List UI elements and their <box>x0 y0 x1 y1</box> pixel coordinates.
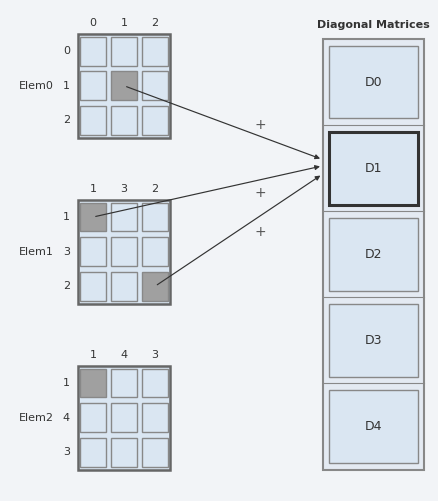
Bar <box>142 237 167 266</box>
Bar <box>80 202 106 231</box>
Text: 1: 1 <box>89 184 96 194</box>
Bar <box>142 403 167 432</box>
Text: 2: 2 <box>151 184 158 194</box>
Bar <box>80 403 106 432</box>
Text: Elem2: Elem2 <box>19 413 54 423</box>
Text: 3: 3 <box>151 350 158 360</box>
Bar <box>142 71 167 100</box>
Text: +: + <box>254 118 265 132</box>
Text: 0: 0 <box>63 46 70 56</box>
Text: 3: 3 <box>63 246 70 257</box>
Text: 1: 1 <box>63 378 70 388</box>
Text: 2: 2 <box>63 115 70 125</box>
Bar <box>328 218 417 291</box>
Bar <box>78 200 170 304</box>
Bar <box>111 403 137 432</box>
Bar <box>142 37 167 66</box>
Text: D0: D0 <box>364 76 381 89</box>
Text: 1: 1 <box>63 81 70 91</box>
Text: 4: 4 <box>63 413 70 423</box>
Text: 2: 2 <box>63 281 70 291</box>
Bar <box>78 34 170 138</box>
Bar <box>111 237 137 266</box>
Bar <box>328 132 417 204</box>
Bar <box>80 106 106 135</box>
Bar <box>78 366 170 469</box>
Bar <box>142 106 167 135</box>
Text: 1: 1 <box>89 350 96 360</box>
Bar <box>328 304 417 377</box>
Text: 0: 0 <box>89 18 96 28</box>
Text: D3: D3 <box>364 334 381 347</box>
Bar <box>111 37 137 66</box>
Text: 3: 3 <box>63 447 70 457</box>
Bar <box>142 369 167 397</box>
Text: Elem0: Elem0 <box>19 81 54 91</box>
Bar <box>78 34 170 138</box>
Text: 3: 3 <box>120 184 127 194</box>
Text: 1: 1 <box>63 212 70 222</box>
Bar <box>80 438 106 466</box>
Bar <box>80 369 106 397</box>
Bar <box>328 390 417 463</box>
Bar <box>322 39 423 469</box>
Bar <box>80 237 106 266</box>
Bar <box>111 438 137 466</box>
Text: 4: 4 <box>120 350 127 360</box>
Text: D2: D2 <box>364 248 381 261</box>
Text: D4: D4 <box>364 420 381 433</box>
Bar <box>78 200 170 304</box>
Bar <box>111 106 137 135</box>
Text: 2: 2 <box>151 18 158 28</box>
Text: +: + <box>254 186 265 199</box>
Text: D1: D1 <box>364 162 381 175</box>
Bar <box>111 71 137 100</box>
Text: Diagonal Matrices: Diagonal Matrices <box>316 21 429 31</box>
Bar <box>142 272 167 301</box>
Bar <box>111 369 137 397</box>
Text: Elem1: Elem1 <box>19 246 54 257</box>
Bar <box>111 272 137 301</box>
Text: +: + <box>254 225 265 239</box>
Bar <box>142 202 167 231</box>
Bar <box>78 366 170 469</box>
Text: 1: 1 <box>120 18 127 28</box>
Bar <box>80 37 106 66</box>
Bar <box>328 46 417 118</box>
Bar <box>142 438 167 466</box>
Bar <box>80 71 106 100</box>
Bar <box>111 202 137 231</box>
Bar <box>80 272 106 301</box>
